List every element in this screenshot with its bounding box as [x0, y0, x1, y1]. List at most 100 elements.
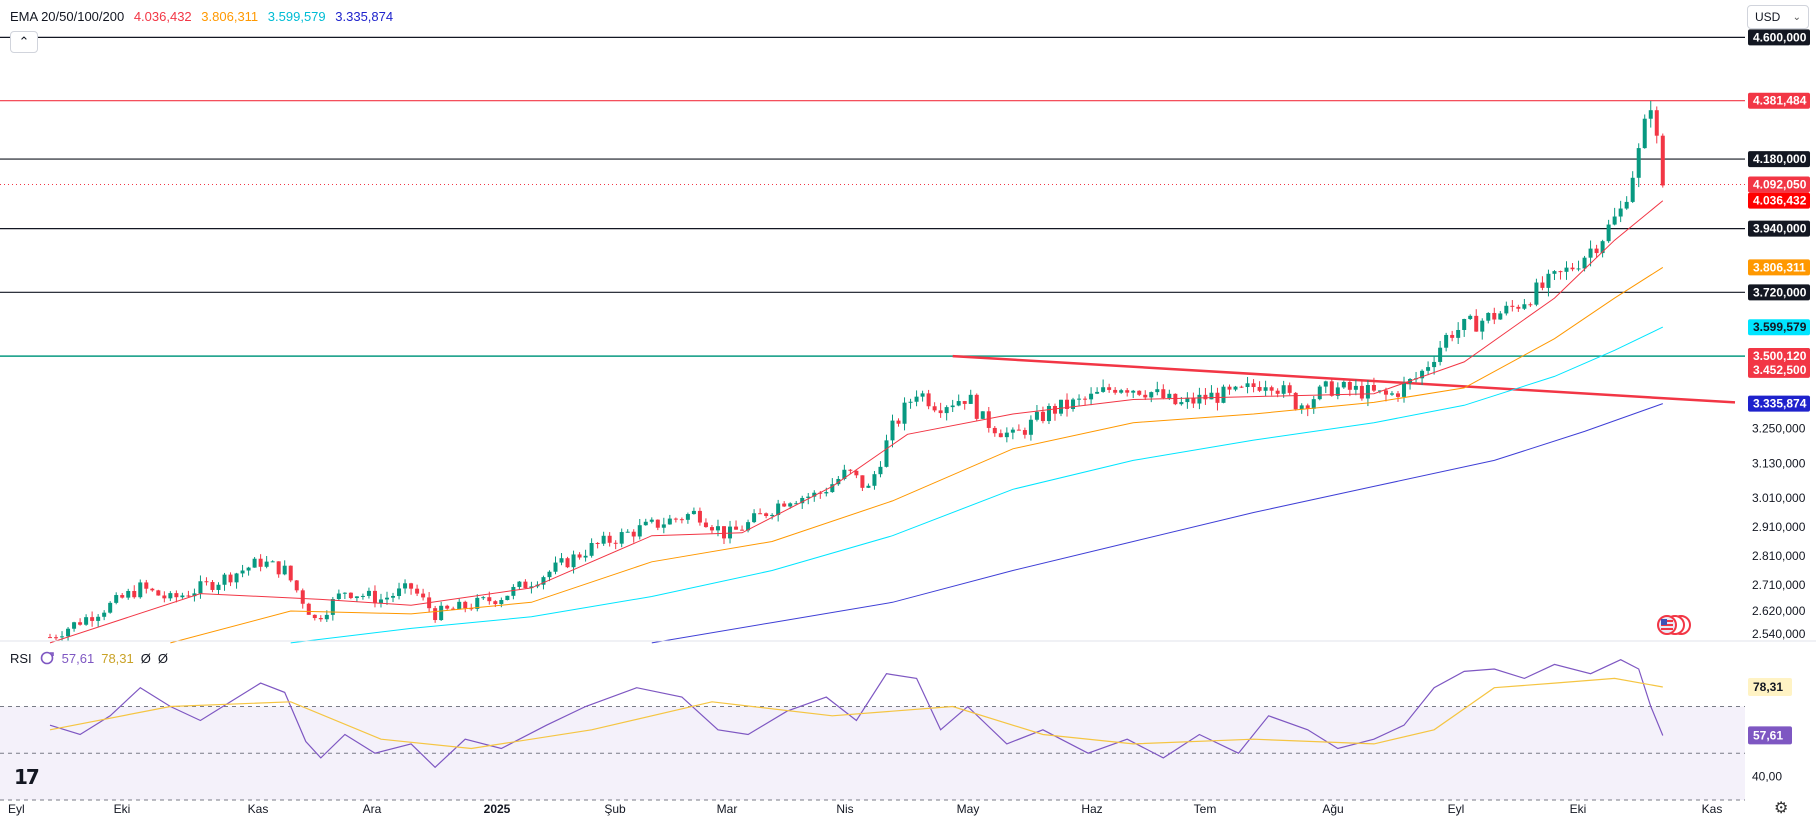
- price-axis: 3.250,000 3.130,000 3.010,000 2.910,000 2.81…: [1748, 29, 1810, 784]
- ema100-value: 3.599,579: [267, 9, 326, 24]
- level-tag-4: 3.720,000: [1753, 285, 1807, 299]
- candle-body: [469, 608, 474, 610]
- price-axis-label: 2.810,000: [1752, 549, 1806, 563]
- ema-legend-title: EMA 20/50/100/200: [10, 9, 125, 24]
- collapse-legend-button[interactable]: ⌃: [10, 31, 38, 53]
- candle-body: [691, 510, 696, 515]
- candle-body: [216, 584, 221, 590]
- candle-body: [1101, 387, 1106, 392]
- candle-body: [445, 605, 450, 609]
- candle-body: [90, 617, 95, 621]
- candle-body: [1365, 385, 1370, 399]
- time-axis-label: Eyl: [8, 802, 25, 816]
- candle-body: [1034, 411, 1039, 420]
- candle-body: [932, 406, 937, 411]
- rsi-legend-title: RSI: [10, 650, 32, 666]
- candle-body: [649, 519, 654, 522]
- candle-body: [1046, 405, 1051, 422]
- candle-body: [54, 637, 59, 639]
- candle-body: [1462, 318, 1467, 330]
- candle-body: [1161, 389, 1166, 399]
- candle-body: [667, 518, 672, 525]
- candle-body: [48, 637, 52, 639]
- price-tag-5: 3.452,500: [1753, 363, 1807, 377]
- candle-body: [198, 581, 203, 594]
- us-flag-icon[interactable]: [1654, 614, 1692, 636]
- candle-body: [529, 586, 534, 589]
- candle-body: [72, 622, 77, 629]
- candle-body: [1143, 394, 1148, 398]
- candle-body: [1167, 393, 1172, 399]
- candle-body: [1131, 390, 1136, 393]
- candle-body: [336, 593, 341, 600]
- candle-body: [553, 562, 558, 572]
- price-axis-label: 3.250,000: [1752, 422, 1806, 436]
- currency-selector[interactable]: USD ⌄: [1747, 5, 1809, 29]
- candle-body: [1059, 399, 1063, 414]
- candle-body: [421, 593, 426, 598]
- candle-body: [577, 554, 582, 558]
- candle-body: [962, 401, 967, 404]
- candle-body: [499, 600, 504, 605]
- tradingview-logo-icon[interactable]: 17: [14, 765, 40, 789]
- price-pane: [0, 36, 1745, 644]
- candle-body: [980, 411, 985, 419]
- candle-body: [1528, 304, 1533, 306]
- candle-body: [342, 592, 347, 594]
- candle-body: [108, 602, 113, 613]
- candle-body: [463, 601, 468, 609]
- rsi-ma-tag-bg: [1748, 678, 1792, 697]
- price-tag-0-bg: [1748, 176, 1810, 193]
- candle-body: [186, 595, 191, 597]
- candle-body: [348, 592, 353, 599]
- candle-body: [968, 394, 973, 404]
- candle-body: [204, 581, 209, 583]
- ema200-value: 3.335,874: [335, 9, 394, 24]
- candle-body: [1480, 320, 1485, 332]
- candle-body: [1456, 329, 1461, 338]
- candle-body: [601, 535, 606, 544]
- candle-body: [878, 466, 883, 475]
- ema50-value: 3.806,311: [201, 9, 259, 24]
- candle-body: [920, 393, 925, 397]
- price-tag-1: 4.036,432: [1753, 194, 1807, 208]
- candle-body: [1468, 315, 1473, 319]
- candle-body: [764, 513, 769, 517]
- candle-body: [415, 588, 420, 594]
- candle-body: [559, 558, 564, 563]
- candle-body: [258, 558, 263, 567]
- price-tag-0: 4.092,050: [1753, 178, 1807, 192]
- candle-body: [1444, 334, 1449, 348]
- candle-body: [1648, 110, 1653, 119]
- ema-line-1: [170, 266, 1664, 644]
- candle-body: [1191, 397, 1196, 404]
- candle-body: [96, 616, 101, 621]
- candle-body: [836, 478, 841, 485]
- level-tag-1-bg: [1748, 92, 1810, 109]
- candle-body: [1299, 405, 1304, 410]
- price-tag-6: 3.335,874: [1753, 397, 1807, 411]
- candle-body: [673, 518, 678, 520]
- candle-body: [1582, 257, 1587, 269]
- candle-body: [1654, 110, 1659, 136]
- candle-body: [1558, 271, 1563, 273]
- candle-body: [1377, 390, 1382, 392]
- candle-body: [824, 492, 829, 494]
- gear-icon[interactable]: ⚙: [1774, 800, 1789, 817]
- candle-body: [451, 608, 456, 610]
- chevron-up-icon: ⌃: [18, 34, 30, 49]
- candle-body: [1227, 386, 1232, 390]
- candle-body: [1618, 208, 1623, 217]
- candle-body: [1606, 224, 1611, 242]
- rsi-line: [49, 659, 1664, 769]
- price-axis-label: 2.540,000: [1752, 627, 1806, 641]
- candle-body: [1275, 390, 1280, 394]
- candle-body: [914, 396, 919, 402]
- candle-body: [1173, 393, 1178, 405]
- refresh-icon[interactable]: [39, 650, 55, 666]
- candle-body: [1071, 399, 1076, 409]
- candle-body: [1323, 381, 1328, 387]
- candle-body: [372, 590, 377, 604]
- candle-body: [1389, 393, 1394, 395]
